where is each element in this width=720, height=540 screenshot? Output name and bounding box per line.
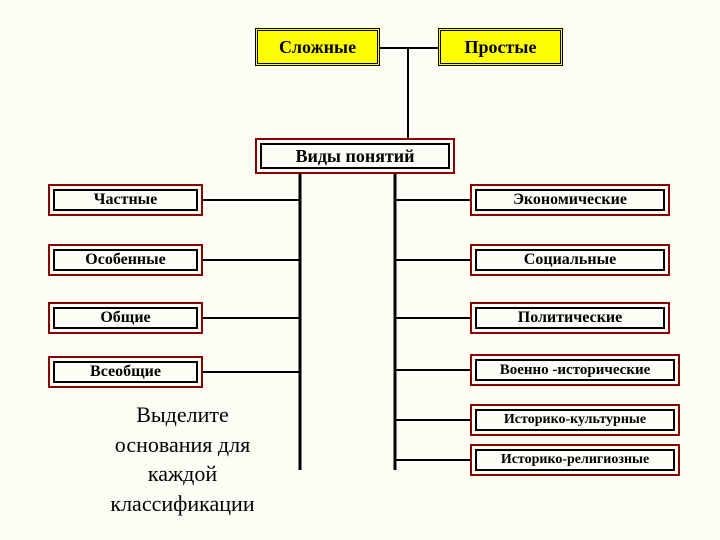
right-item-1-label: Социальные [524, 251, 616, 269]
top-box-simple-label: Простые [465, 37, 537, 58]
center-box: Виды понятий [255, 138, 455, 174]
right-item-4: Историко-культурные [470, 404, 680, 436]
top-box-complex: Сложные [255, 28, 380, 66]
right-item-5: Историко-религиозные [470, 444, 680, 476]
right-item-0: Экономические [470, 184, 670, 216]
right-item-0-label: Экономические [513, 191, 627, 209]
left-item-0-label: Частные [94, 191, 158, 209]
right-item-2-label: Политические [518, 309, 622, 327]
left-item-1: Особенные [48, 244, 203, 276]
right-item-5-label: Историко-религиозные [501, 452, 649, 468]
top-box-simple: Простые [438, 28, 563, 66]
right-item-2: Политические [470, 302, 670, 334]
left-item-0: Частные [48, 184, 203, 216]
left-item-2-label: Общие [100, 309, 150, 327]
right-item-3-label: Военно -исторические [500, 362, 651, 379]
right-item-1: Социальные [470, 244, 670, 276]
left-item-1-label: Особенные [85, 251, 165, 269]
instruction-label: Выделите основания для каждой классифика… [110, 402, 254, 516]
center-box-label: Виды понятий [295, 146, 414, 167]
right-item-3: Военно -исторические [470, 354, 680, 386]
instruction-text: Выделите основания для каждой классифика… [85, 400, 280, 519]
top-box-complex-label: Сложные [279, 37, 356, 58]
right-item-4-label: Историко-культурные [504, 412, 646, 428]
left-item-2: Общие [48, 302, 203, 334]
left-item-3-label: Всеобщие [90, 363, 161, 381]
left-item-3: Всеобщие [48, 356, 203, 388]
